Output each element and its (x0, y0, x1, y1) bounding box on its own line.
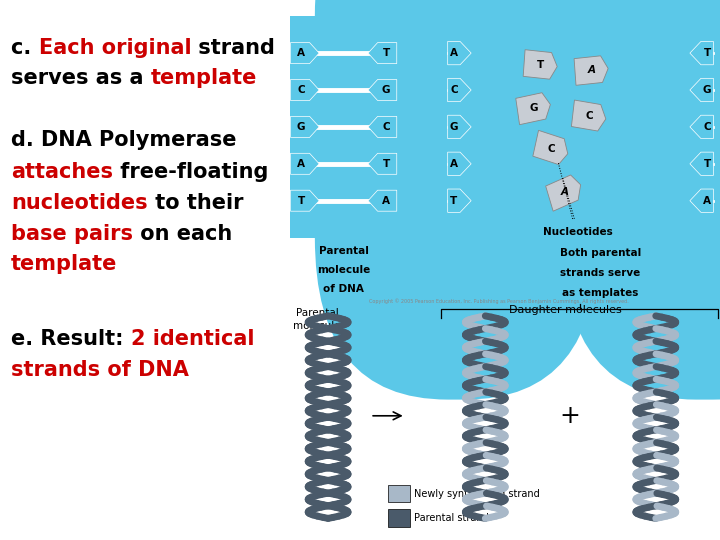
Text: c.: c. (11, 38, 39, 58)
Text: serves as a: serves as a (11, 68, 150, 87)
Text: T: T (297, 195, 305, 206)
Polygon shape (448, 42, 471, 65)
Text: T: T (382, 159, 390, 169)
Polygon shape (368, 79, 397, 100)
Text: Daughter molecules: Daughter molecules (508, 305, 621, 315)
Polygon shape (523, 50, 557, 79)
Text: A: A (450, 159, 458, 169)
Text: Copyright © 2005 Pearson Education, Inc. Publishing as Pearson Benjamin Cummings: Copyright © 2005 Pearson Education, Inc.… (369, 298, 629, 303)
FancyBboxPatch shape (563, 0, 720, 400)
Text: C: C (297, 85, 305, 95)
Text: T: T (450, 195, 457, 206)
Text: e. Result:: e. Result: (11, 329, 131, 349)
Text: C: C (548, 144, 556, 153)
Text: on each: on each (133, 224, 233, 244)
Text: molecule: molecule (293, 321, 341, 332)
Polygon shape (290, 190, 319, 211)
Text: C: C (703, 122, 711, 132)
Text: T: T (703, 159, 711, 169)
FancyBboxPatch shape (315, 0, 598, 400)
FancyBboxPatch shape (388, 485, 410, 502)
Text: G: G (530, 103, 539, 113)
Text: A: A (450, 48, 458, 58)
FancyArrowPatch shape (410, 119, 441, 135)
Polygon shape (533, 130, 568, 165)
Polygon shape (448, 152, 471, 176)
Text: G: G (703, 85, 711, 95)
Text: attaches: attaches (11, 162, 113, 182)
Text: Each original: Each original (39, 38, 192, 58)
Polygon shape (516, 93, 550, 125)
Polygon shape (290, 153, 319, 174)
Text: strand: strand (192, 38, 275, 58)
Polygon shape (448, 189, 471, 212)
Text: Nucleotides: Nucleotides (544, 227, 613, 237)
Text: G: G (449, 122, 458, 132)
Polygon shape (448, 115, 471, 139)
Text: base pairs: base pairs (11, 224, 133, 244)
Text: G: G (382, 85, 390, 95)
Text: 2 identical: 2 identical (131, 329, 254, 349)
Text: template: template (150, 68, 257, 87)
Text: to their: to their (148, 193, 243, 213)
Text: free-floating: free-floating (113, 162, 269, 182)
FancyBboxPatch shape (388, 509, 410, 526)
Text: A: A (703, 195, 711, 206)
Text: G: G (297, 122, 305, 132)
Text: T: T (537, 60, 544, 70)
FancyBboxPatch shape (377, 16, 397, 238)
Text: C: C (585, 111, 593, 121)
Text: d. DNA Polymerase: d. DNA Polymerase (11, 130, 237, 150)
Polygon shape (448, 78, 471, 102)
Text: strands of DNA: strands of DNA (11, 360, 189, 380)
Polygon shape (690, 115, 714, 139)
Polygon shape (690, 78, 714, 102)
FancyBboxPatch shape (290, 16, 397, 238)
Text: A: A (297, 48, 305, 58)
FancyBboxPatch shape (290, 16, 310, 238)
Text: Parental: Parental (319, 246, 369, 256)
Text: C: C (450, 85, 458, 95)
Polygon shape (574, 56, 608, 85)
Polygon shape (368, 117, 397, 137)
Text: strands serve: strands serve (560, 268, 641, 279)
Polygon shape (690, 42, 714, 65)
Text: C: C (382, 122, 390, 132)
Text: T: T (382, 48, 390, 58)
Text: Parental strand: Parental strand (413, 513, 488, 523)
Polygon shape (368, 43, 397, 64)
Polygon shape (690, 189, 714, 212)
Polygon shape (368, 153, 397, 174)
Text: molecule: molecule (317, 265, 370, 275)
Text: A: A (561, 187, 569, 197)
Polygon shape (290, 43, 319, 64)
Polygon shape (290, 117, 319, 137)
Text: template: template (11, 254, 117, 274)
Text: Parental: Parental (296, 308, 338, 318)
Text: +: + (559, 404, 580, 428)
Text: Both parental: Both parental (560, 248, 641, 259)
Polygon shape (290, 79, 319, 100)
Polygon shape (690, 152, 714, 176)
Polygon shape (572, 100, 606, 131)
Polygon shape (546, 175, 580, 211)
Text: nucleotides: nucleotides (11, 193, 148, 213)
Text: of DNA: of DNA (323, 284, 364, 294)
Polygon shape (368, 190, 397, 211)
Text: as templates: as templates (562, 288, 639, 298)
Text: T: T (703, 48, 711, 58)
Text: A: A (382, 195, 390, 206)
Text: Newly synthesized strand: Newly synthesized strand (413, 489, 539, 498)
Text: A: A (297, 159, 305, 169)
Text: A: A (588, 65, 595, 75)
